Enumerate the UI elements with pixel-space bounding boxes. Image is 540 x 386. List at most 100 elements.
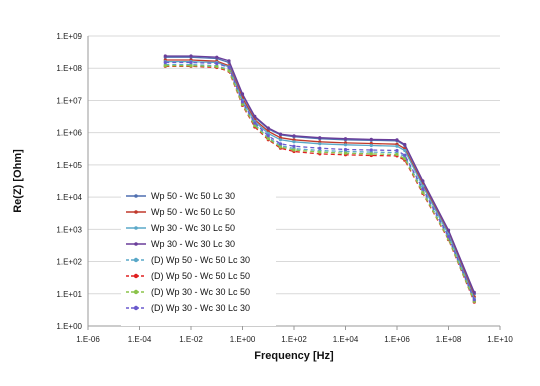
y-tick-label: 1.E+05 bbox=[56, 161, 82, 170]
data-point bbox=[253, 121, 257, 125]
legend-item: Wp 30 - Wc 30 Lc 50 bbox=[126, 223, 235, 233]
data-point bbox=[403, 142, 407, 147]
data-point bbox=[369, 143, 373, 148]
data-point bbox=[292, 148, 296, 152]
x-tick-label: 1.E-06 bbox=[76, 335, 100, 344]
legend-item: Wp 30 - Wc 30 Lc 30 bbox=[126, 239, 235, 249]
data-point bbox=[446, 234, 451, 239]
legend-marker bbox=[133, 289, 139, 295]
legend-marker bbox=[133, 257, 139, 263]
data-point bbox=[343, 147, 348, 152]
data-point bbox=[215, 65, 219, 69]
data-point bbox=[472, 298, 476, 302]
legend-item: (D) Wp 30 - Wc 30 Lc 50 bbox=[126, 287, 250, 297]
data-point bbox=[292, 144, 296, 148]
data-point bbox=[343, 151, 348, 155]
y-tick-label: 1.E+03 bbox=[56, 225, 82, 234]
data-point bbox=[278, 142, 283, 146]
y-tick-label: 1.E+06 bbox=[56, 129, 82, 138]
legend-label: (D) Wp 50 - Wc 50 Lc 50 bbox=[151, 271, 250, 281]
y-axis-title: Re(Z) [Ohm] bbox=[12, 149, 24, 213]
x-tick-label: 1.E+08 bbox=[436, 335, 462, 344]
y-tick-label: 1.E+01 bbox=[56, 290, 82, 299]
legend-label: Wp 50 - Wc 50 Lc 30 bbox=[151, 191, 235, 201]
data-point bbox=[403, 153, 407, 157]
series-line bbox=[165, 61, 475, 301]
legend-label: (D) Wp 30 - Wc 30 Lc 30 bbox=[151, 303, 250, 313]
legend-marker bbox=[133, 273, 139, 279]
legend-marker bbox=[134, 194, 138, 198]
legend-label: (D) Wp 30 - Wc 30 Lc 50 bbox=[151, 287, 250, 297]
data-point bbox=[163, 54, 167, 58]
data-point bbox=[421, 179, 425, 183]
x-tick-label: 1.E+06 bbox=[384, 335, 410, 344]
data-point bbox=[266, 126, 270, 130]
legend-label: (D) Wp 50 - Wc 50 Lc 30 bbox=[151, 255, 250, 265]
series-8 bbox=[163, 60, 476, 302]
legend-item: (D) Wp 30 - Wc 30 Lc 30 bbox=[126, 303, 250, 313]
legend-item: Wp 50 - Wc 50 Lc 30 bbox=[126, 191, 235, 201]
data-point bbox=[395, 138, 399, 142]
data-point bbox=[189, 54, 193, 58]
data-point bbox=[395, 148, 399, 153]
data-point bbox=[472, 290, 476, 294]
series-line bbox=[165, 65, 475, 302]
data-point bbox=[278, 145, 283, 149]
data-point bbox=[240, 100, 245, 104]
data-point bbox=[278, 138, 283, 142]
data-point bbox=[318, 150, 322, 154]
x-tick-label: 1.E+02 bbox=[281, 335, 307, 344]
legend-marker bbox=[134, 242, 138, 246]
data-point bbox=[318, 146, 322, 150]
data-point bbox=[318, 142, 322, 146]
series-7 bbox=[163, 64, 476, 303]
legend-marker bbox=[134, 226, 138, 230]
y-tick-label: 1.E+09 bbox=[56, 32, 82, 41]
data-point bbox=[163, 64, 167, 68]
legend-item: Wp 50 - Wc 50 Lc 50 bbox=[126, 207, 235, 217]
data-point bbox=[240, 92, 245, 96]
y-tick-label: 1.E+08 bbox=[56, 64, 82, 73]
data-point bbox=[421, 184, 425, 188]
legend-item: (D) Wp 50 - Wc 50 Lc 30 bbox=[126, 255, 250, 265]
data-point bbox=[240, 102, 245, 107]
data-point bbox=[215, 55, 219, 59]
y-tick-label: 1.E+00 bbox=[56, 322, 82, 331]
legend-box bbox=[121, 188, 276, 326]
data-point bbox=[278, 132, 283, 136]
legend-label: Wp 50 - Wc 50 Lc 50 bbox=[151, 207, 235, 217]
data-point bbox=[403, 148, 407, 153]
data-point bbox=[227, 65, 231, 70]
data-point bbox=[292, 134, 296, 138]
data-point bbox=[189, 64, 193, 68]
data-point bbox=[163, 60, 167, 65]
y-tick-label: 1.E+04 bbox=[56, 193, 82, 202]
data-point bbox=[343, 137, 348, 141]
data-point bbox=[369, 148, 373, 152]
x-tick-label: 1.E-02 bbox=[179, 335, 203, 344]
x-tick-label: 1.E-04 bbox=[128, 335, 152, 344]
data-point bbox=[395, 144, 399, 148]
data-point bbox=[446, 228, 451, 232]
tick-labels: 1.E+00 1.E+01 1.E+02 1.E+03 1.E+04 1.E+05 1.E+… bbox=[56, 32, 513, 344]
series-4 bbox=[163, 54, 476, 294]
x-tick-label: 1.E+00 bbox=[230, 335, 256, 344]
legend-marker bbox=[134, 210, 138, 214]
data-point bbox=[253, 114, 257, 118]
x-tick-label: 1.E+04 bbox=[333, 335, 359, 344]
series-line bbox=[165, 63, 475, 302]
legend-label: Wp 30 - Wc 30 Lc 50 bbox=[151, 223, 235, 233]
legend-item: (D) Wp 50 - Wc 50 Lc 50 bbox=[126, 271, 250, 281]
x-tick-label: 1.E+10 bbox=[487, 335, 513, 344]
data-point bbox=[292, 140, 296, 144]
legend-label: Wp 30 - Wc 30 Lc 30 bbox=[151, 239, 235, 249]
data-point bbox=[369, 152, 373, 156]
data-point bbox=[215, 61, 219, 66]
x-axis-title: Frequency [Hz] bbox=[254, 350, 334, 362]
data-point bbox=[395, 152, 399, 157]
series-line bbox=[165, 65, 475, 303]
data-point bbox=[343, 143, 348, 147]
data-point bbox=[227, 59, 231, 63]
